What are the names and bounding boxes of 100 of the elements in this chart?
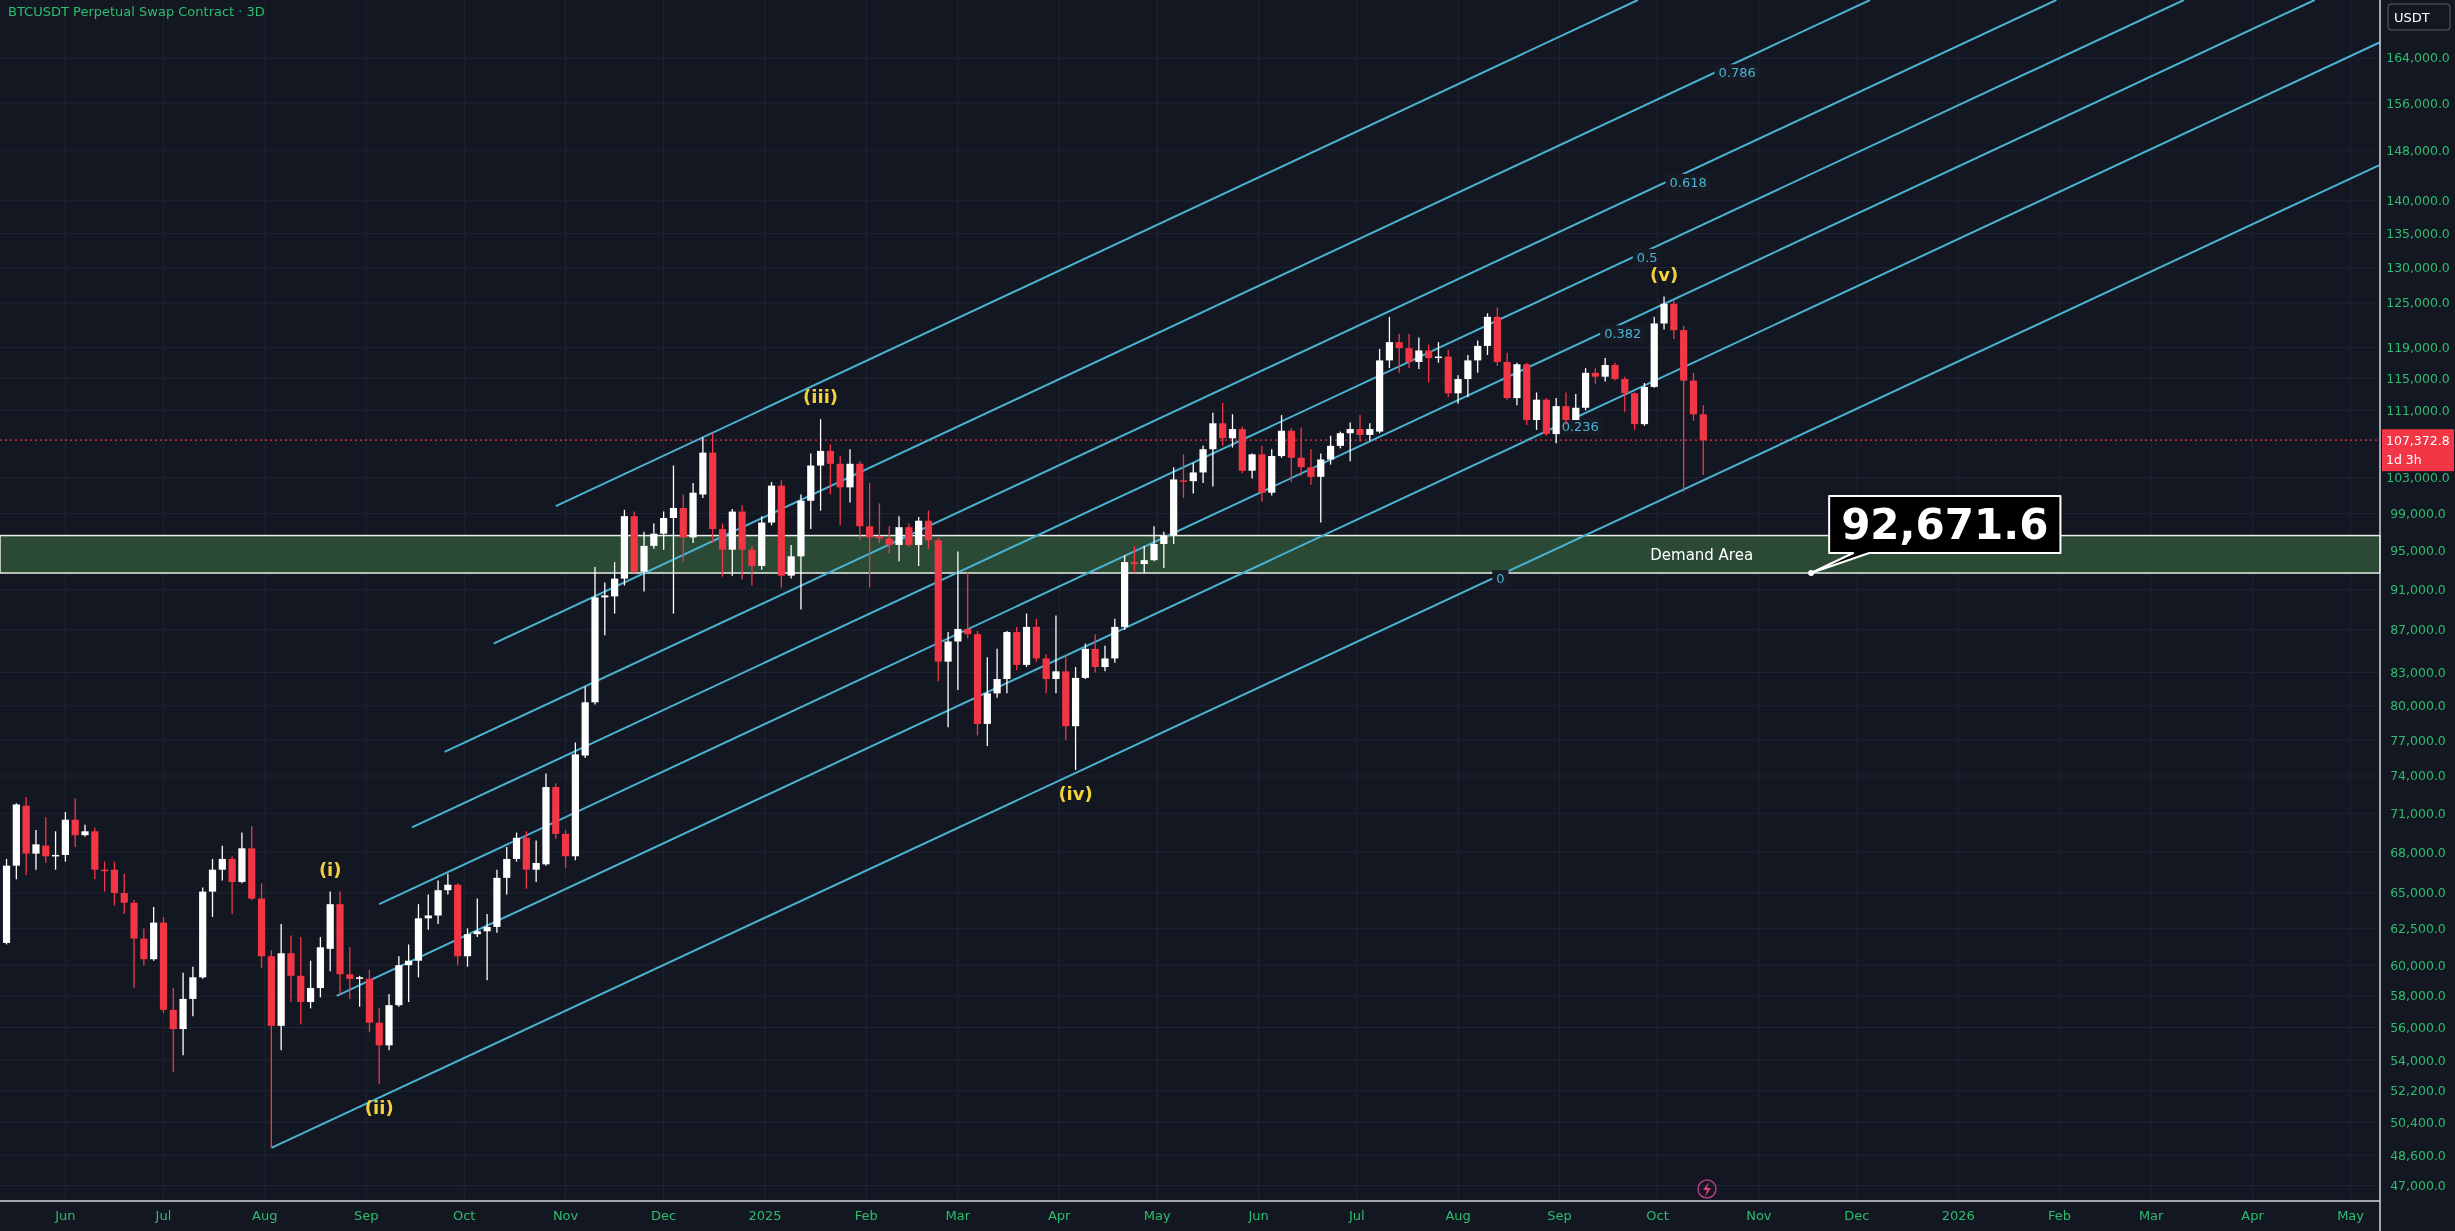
y-tick-label: 99,000.0: [2390, 505, 2446, 521]
y-axis-title: USDT: [2394, 9, 2430, 25]
y-tick-label: 58,000.0: [2390, 988, 2446, 1004]
candlestick: [71, 797, 79, 848]
y-tick-label: 65,000.0: [2390, 885, 2446, 901]
y-tick-label: 48,600.0: [2390, 1147, 2446, 1163]
series-label: 0.786: [1718, 65, 1756, 81]
x-tick-label: Aug: [252, 1208, 278, 1223]
band-label: Demand Area: [1650, 545, 1754, 564]
candlestick: [787, 544, 795, 580]
y-tick-label: 164,000.0: [2386, 50, 2450, 66]
candlestick: [1601, 357, 1609, 383]
x-tick-label: Nov: [552, 1208, 579, 1223]
x-tick-label: Feb: [854, 1208, 878, 1223]
candlestick: [1179, 453, 1188, 499]
y-tick-label: 119,000.0: [2386, 339, 2450, 355]
candlestick: [866, 482, 874, 589]
candlestick: [846, 448, 854, 504]
candlestick: [424, 893, 432, 931]
candlestick: [748, 545, 756, 587]
y-tick-label: 125,000.0: [2386, 295, 2450, 311]
candlestick: [660, 510, 668, 551]
x-tick-label: Dec: [651, 1208, 677, 1223]
x-tick-label: Mar: [945, 1208, 971, 1223]
candlestick: [1572, 393, 1580, 421]
annotation: (iii): [803, 386, 839, 408]
candlestick: [1150, 525, 1158, 562]
annotation: (ii): [364, 1096, 394, 1118]
candlestick: [836, 455, 844, 526]
y-tick-label: 140,000.0: [2386, 193, 2450, 209]
x-tick-label: Jun: [54, 1208, 76, 1223]
ref-line-label: 107,372.8 1d 3h: [2386, 432, 2450, 467]
candlestick: [885, 525, 893, 555]
candlestick: [1160, 531, 1168, 569]
candlestick: [993, 648, 1001, 699]
y-tick-label: 74,000.0: [2390, 768, 2446, 784]
y-tick-label: 87,000.0: [2390, 622, 2446, 638]
x-tick-label: Mar: [2138, 1208, 2165, 1223]
candlestick: [1395, 333, 1403, 374]
candlestick: [1660, 295, 1668, 331]
y-tick-label: 77,000.0: [2390, 732, 2446, 748]
candlestick: [218, 845, 226, 882]
candlestick: [1454, 374, 1462, 405]
x-tick-label: May: [2337, 1208, 2365, 1223]
candlestick: [1140, 545, 1148, 574]
x-tick-label: Apr: [1047, 1208, 1072, 1223]
x-tick-label: Sep: [1547, 1208, 1572, 1223]
y-tick-label: 103,000.0: [2386, 470, 2450, 486]
candlestick: [1228, 413, 1237, 449]
y-tick-label: 56,000.0: [2390, 1019, 2446, 1035]
candlestick: [189, 966, 197, 1017]
candlestick: [875, 502, 884, 544]
candlestick: [944, 631, 952, 728]
candlestick: [1317, 452, 1325, 524]
candlestick: [1130, 545, 1139, 574]
candlestick: [81, 824, 89, 838]
candlestick: [42, 816, 50, 864]
candlestick: [140, 927, 148, 966]
candlestick: [473, 897, 481, 938]
candlestick: [601, 581, 609, 636]
candlestick: [954, 550, 962, 691]
candlestick: [120, 873, 128, 915]
y-tick-label: 47,000.0: [2390, 1177, 2446, 1193]
x-tick-label: Oct: [452, 1208, 476, 1223]
y-tick-label: 91,000.0: [2390, 581, 2446, 597]
candlestick: [905, 522, 913, 548]
chart-title: BTCUSDT Perpetual Swap Contract · 3D: [8, 4, 265, 19]
y-tick-label: 148,000.0: [2386, 143, 2450, 159]
candlestick: [503, 846, 511, 896]
y-tick-label: 135,000.0: [2386, 225, 2450, 241]
series-label: 0.618: [1669, 174, 1707, 190]
x-tick-label: Apr: [2241, 1208, 2265, 1223]
y-tick-label: 156,000.0: [2386, 95, 2450, 111]
candlestick: [561, 829, 570, 869]
candlestick: [1621, 376, 1629, 413]
y-tick-label: 50,400.0: [2390, 1114, 2446, 1130]
annotation: (v): [1649, 263, 1679, 285]
candlestick: [169, 987, 177, 1073]
candlestick: [1385, 316, 1394, 369]
y-tick-label: 60,000.0: [2390, 957, 2446, 973]
y-tick-label: 52,200.0: [2390, 1083, 2446, 1099]
candlestick: [924, 510, 933, 550]
candlestick: [1474, 339, 1482, 374]
series-label: 0.236: [1561, 418, 1599, 434]
x-tick-label: May: [1143, 1208, 1172, 1223]
candlestick: [208, 858, 217, 918]
candlestick: [287, 934, 295, 1003]
candlestick: [306, 960, 315, 1009]
candlestick: [826, 443, 834, 496]
annotation: 92,671.6: [1841, 500, 2049, 550]
x-tick-label: Jul: [154, 1208, 172, 1223]
candlestick: [1101, 645, 1109, 673]
x-tick-label: Sep: [353, 1208, 379, 1223]
x-tick-label: Dec: [1844, 1208, 1870, 1223]
candlestick: [669, 464, 678, 615]
candlestick: [816, 418, 825, 512]
y-tick-label: 71,000.0: [2390, 805, 2446, 821]
candlestick: [463, 927, 472, 968]
candlestick: [228, 855, 236, 915]
candlestick: [1346, 421, 1354, 462]
